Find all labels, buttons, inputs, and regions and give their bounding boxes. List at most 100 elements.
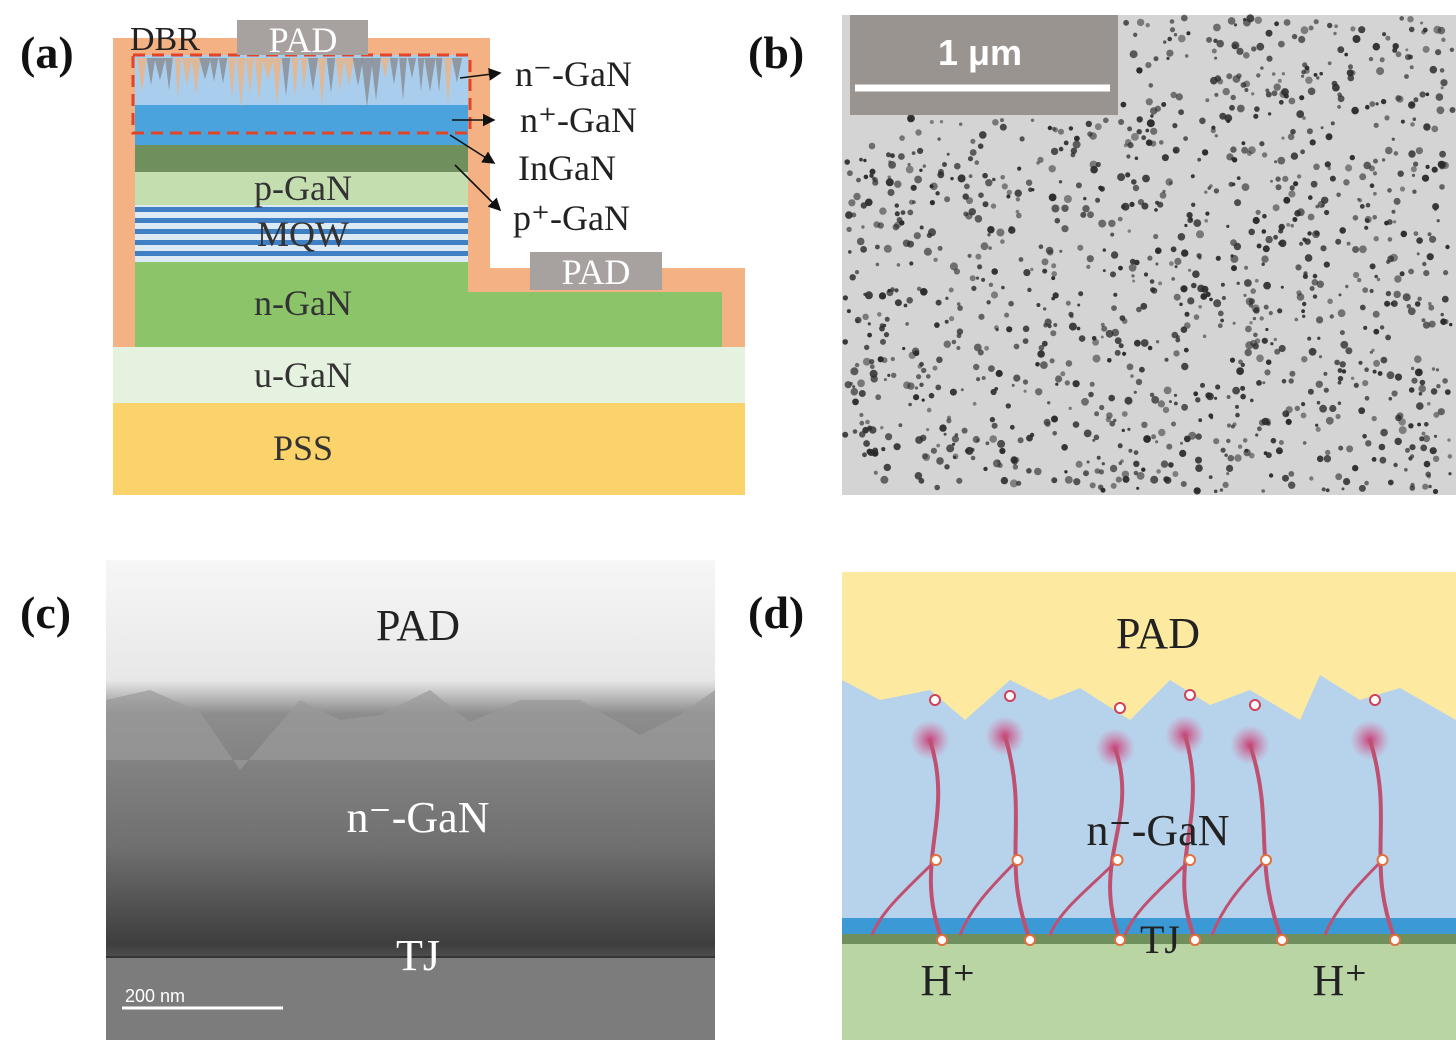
pore <box>1440 318 1447 325</box>
pore <box>1331 121 1335 125</box>
pore <box>1128 229 1131 232</box>
pore <box>899 423 903 427</box>
pore <box>1245 349 1252 356</box>
pore <box>1128 449 1132 453</box>
pore <box>1124 144 1128 148</box>
pore <box>1249 321 1252 324</box>
pore <box>1221 448 1226 453</box>
figure: (a) DBR PAD PAD p-GaN MQW n-GaN u-GaN PS… <box>0 0 1456 1043</box>
pore <box>1007 190 1012 195</box>
pore <box>1333 32 1336 35</box>
u-gan-layer <box>113 347 745 403</box>
pore <box>1162 154 1169 161</box>
pore <box>1133 33 1137 37</box>
pore <box>935 385 941 391</box>
pore <box>1362 287 1368 293</box>
pore <box>1376 67 1384 75</box>
pore <box>1433 412 1439 418</box>
pore <box>1377 278 1380 281</box>
pore <box>1338 368 1343 373</box>
pore <box>919 169 922 172</box>
pore <box>1234 243 1241 250</box>
pore <box>1175 338 1180 343</box>
pore <box>1372 416 1377 421</box>
pore <box>1173 147 1180 154</box>
layer-label: n-GaN <box>254 283 352 323</box>
pore <box>1223 88 1230 95</box>
layer-label: u-GaN <box>254 355 352 395</box>
pore <box>1136 379 1142 385</box>
pore <box>879 292 886 299</box>
pore <box>1241 82 1247 88</box>
pore <box>1172 332 1179 339</box>
hydrogen-atom <box>1277 935 1287 945</box>
pore <box>1336 193 1341 198</box>
pore <box>1256 355 1264 363</box>
pore <box>1187 297 1194 304</box>
pore <box>1205 98 1209 102</box>
pore <box>906 166 914 174</box>
pore <box>1374 123 1379 128</box>
pore <box>1342 487 1345 490</box>
pore <box>1409 27 1415 33</box>
pore <box>1273 204 1280 211</box>
pore <box>1133 185 1139 191</box>
pore <box>1307 337 1311 341</box>
pore <box>1434 435 1437 438</box>
pore <box>1301 75 1304 78</box>
pore <box>1277 157 1285 165</box>
pore <box>1080 212 1086 218</box>
pore <box>1226 439 1230 443</box>
pore <box>916 374 921 379</box>
pore <box>880 323 885 328</box>
pore <box>1278 79 1282 83</box>
pore <box>946 418 951 423</box>
pore <box>1101 488 1106 493</box>
pore <box>1122 429 1125 432</box>
pore <box>1251 92 1254 95</box>
pore <box>1066 360 1073 367</box>
pore <box>1081 398 1089 406</box>
pore <box>1052 127 1056 131</box>
pore <box>1380 429 1388 437</box>
pore <box>847 309 851 313</box>
pore <box>1102 462 1105 465</box>
pore <box>1302 302 1306 306</box>
pore <box>1184 224 1187 227</box>
pore <box>873 221 880 228</box>
pore <box>1019 257 1024 262</box>
pore <box>1243 52 1250 59</box>
pore <box>1061 444 1068 451</box>
pore <box>1234 23 1237 26</box>
hydrogen-atom <box>1190 935 1200 945</box>
pore <box>1317 456 1324 463</box>
pore <box>1441 313 1444 316</box>
pore <box>1130 50 1138 58</box>
pore <box>1374 275 1378 279</box>
pore <box>945 320 949 324</box>
pore <box>1158 429 1165 436</box>
pore <box>1435 49 1441 55</box>
pore <box>1393 220 1396 223</box>
pore <box>1353 272 1359 278</box>
pore <box>999 448 1005 454</box>
pore <box>938 169 944 175</box>
pore <box>940 120 943 123</box>
pore <box>872 177 876 181</box>
pore <box>885 317 890 322</box>
pore <box>957 328 963 334</box>
pore <box>1282 379 1287 384</box>
pore <box>1238 445 1242 449</box>
pore <box>1394 291 1401 298</box>
pore <box>955 433 959 437</box>
pore <box>1169 261 1174 266</box>
pore <box>1373 43 1381 51</box>
pore <box>1087 211 1094 218</box>
pore <box>880 339 886 345</box>
pore <box>1187 212 1193 218</box>
pore <box>1055 383 1058 386</box>
pore <box>1335 473 1342 480</box>
pore <box>976 377 980 381</box>
pore <box>1405 54 1411 60</box>
pore <box>1256 43 1264 51</box>
